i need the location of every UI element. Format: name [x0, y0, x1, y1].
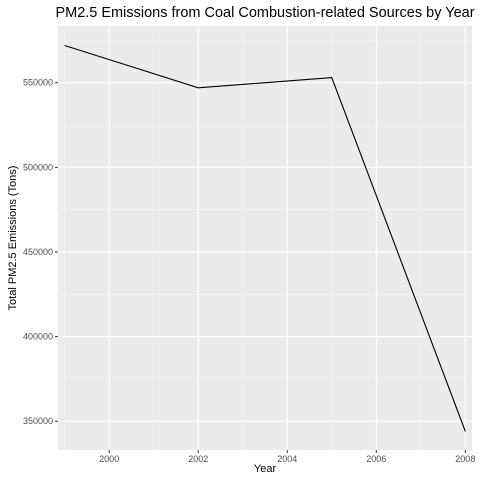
x-tick-label: 2008: [455, 454, 475, 464]
y-tick-label: 550000: [23, 78, 53, 88]
x-tick-label: 2000: [99, 454, 119, 464]
y-axis-title: Total PM2.5 Emissions (Tons): [7, 166, 19, 311]
y-tick-label: 500000: [23, 162, 53, 172]
plot-panel: [58, 26, 472, 450]
x-axis-title: Year: [254, 463, 277, 475]
y-tick-label: 400000: [23, 332, 53, 342]
x-ticks: 2000 2002 2004 2006 2008: [99, 450, 475, 464]
chart-title: PM2.5 Emissions from Coal Combustion-rel…: [55, 5, 474, 21]
x-tick-label: 2006: [366, 454, 386, 464]
y-tick-label: 350000: [23, 416, 53, 426]
y-ticks: 350000 400000 450000 500000 550000: [23, 78, 58, 427]
x-tick-label: 2002: [188, 454, 208, 464]
x-tick-label: 2004: [277, 454, 297, 464]
y-tick-label: 450000: [23, 247, 53, 257]
